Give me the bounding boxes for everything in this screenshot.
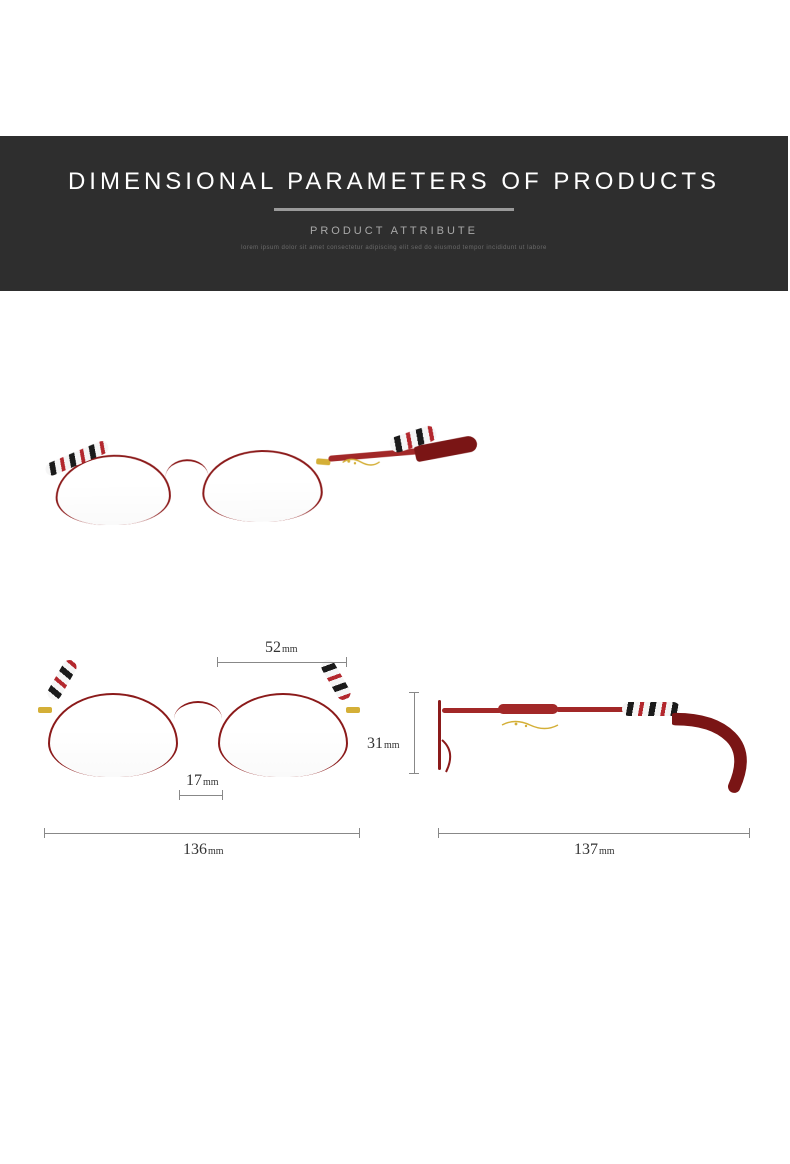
hero-right-lens — [202, 449, 323, 522]
front-left-hinge — [38, 707, 52, 713]
temple-length-unit: mm — [599, 846, 615, 857]
lens-height-label: 31mm — [367, 735, 400, 753]
hero-bridge — [165, 459, 208, 477]
hero-glasses-view — [44, 397, 449, 561]
lens-width-value: 52 — [265, 639, 281, 656]
lens-width-bar — [217, 662, 347, 663]
side-temple-bulge — [498, 704, 558, 714]
lens-width-label: 52mm — [265, 639, 298, 657]
lens-height-bar — [414, 692, 415, 774]
front-left-temple — [45, 657, 79, 702]
front-bridge — [174, 701, 222, 719]
side-temple-deco-icon — [500, 718, 560, 732]
header-title: DIMENSIONAL PARAMETERS OF PRODUCTS — [0, 168, 788, 196]
bridge-width-unit: mm — [203, 777, 219, 788]
frame-width-unit: mm — [208, 846, 224, 857]
frame-width-value: 136 — [183, 841, 207, 858]
front-right-lens — [218, 693, 348, 777]
bridge-width-value: 17 — [186, 772, 202, 789]
temple-length-value: 137 — [574, 841, 598, 858]
lens-width-unit: mm — [282, 644, 298, 655]
side-temple-bar-2 — [556, 707, 626, 712]
front-glasses-view — [42, 665, 358, 785]
bridge-width-bar — [179, 795, 223, 796]
front-right-hinge — [346, 707, 360, 713]
lens-height-value: 31 — [367, 735, 383, 752]
side-glasses-view — [438, 690, 750, 810]
header-divider — [274, 208, 514, 211]
temple-length-label: 137mm — [574, 841, 615, 859]
front-right-temple — [319, 657, 353, 702]
front-left-lens — [48, 693, 178, 777]
header-fineprint: lorem ipsum dolor sit amet consectetur a… — [0, 245, 788, 251]
side-temple-tip-icon — [672, 702, 752, 802]
side-nosepad-icon — [438, 738, 468, 778]
temple-length-bar — [438, 833, 750, 834]
lens-height-unit: mm — [384, 740, 400, 751]
side-temple-bar-1 — [442, 708, 502, 713]
frame-width-label: 136mm — [183, 841, 224, 859]
header-banner: DIMENSIONAL PARAMETERS OF PRODUCTS PRODU… — [0, 136, 788, 291]
hero-right-temple-deco-icon — [340, 456, 381, 469]
bridge-width-label: 17mm — [186, 772, 219, 790]
header-subtitle: PRODUCT ATTRIBUTE — [0, 225, 788, 237]
frame-width-bar — [44, 833, 360, 834]
